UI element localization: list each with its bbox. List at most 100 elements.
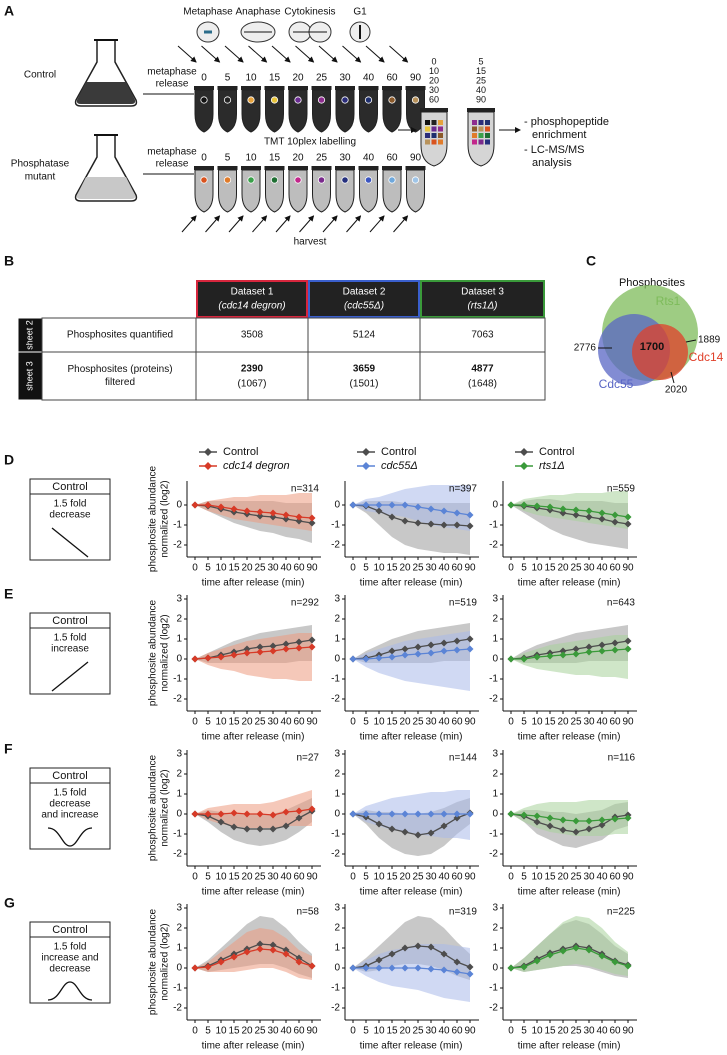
data-point bbox=[282, 946, 290, 954]
tube-cap bbox=[358, 86, 379, 90]
legend-marker bbox=[204, 448, 212, 456]
y-tick-label: 2 bbox=[176, 769, 182, 780]
data-point bbox=[507, 501, 515, 509]
tube-cap bbox=[358, 166, 379, 170]
data-point bbox=[256, 825, 264, 833]
column-title: Dataset 3 bbox=[461, 287, 504, 298]
y-tick-label: 0 bbox=[492, 500, 498, 511]
n-label: n=116 bbox=[608, 753, 636, 764]
x-tick-label: 60 bbox=[609, 872, 621, 883]
band bbox=[353, 790, 470, 840]
data-point bbox=[230, 953, 238, 961]
legend-label: Control bbox=[381, 446, 416, 458]
x-tick-label: 0 bbox=[192, 1026, 198, 1037]
x-tick-label: 25 bbox=[254, 717, 266, 728]
n-label: n=519 bbox=[449, 598, 478, 609]
data-point bbox=[230, 809, 238, 817]
x-tick-label: 5 bbox=[205, 872, 211, 883]
data-point bbox=[269, 513, 277, 521]
legend-marker bbox=[204, 462, 212, 470]
tube-dot bbox=[411, 176, 420, 184]
data-point bbox=[414, 519, 422, 527]
x-tick-label: 0 bbox=[350, 1026, 356, 1037]
pool-square bbox=[438, 126, 443, 132]
y-tick-label: 1 bbox=[334, 789, 340, 800]
x-axis-label: time after release (min) bbox=[202, 732, 305, 743]
x-tick-label: 40 bbox=[280, 563, 292, 574]
tube-dot bbox=[294, 176, 302, 184]
x-tick-label: 15 bbox=[228, 872, 240, 883]
pool-square bbox=[485, 120, 490, 125]
x-tick-label: 0 bbox=[192, 872, 198, 883]
n-label: n=643 bbox=[607, 598, 636, 609]
x-tick-label: 10 bbox=[215, 872, 227, 883]
data-point bbox=[598, 641, 606, 649]
timepoint: 90 bbox=[410, 153, 422, 164]
data-point bbox=[308, 643, 316, 651]
tube bbox=[420, 111, 448, 167]
line bbox=[322, 215, 338, 233]
n-label: n=314 bbox=[291, 484, 320, 495]
data-point bbox=[204, 810, 212, 818]
venn-count: 1700 bbox=[640, 341, 664, 353]
x-tick-label: 0 bbox=[508, 1026, 514, 1037]
line bbox=[228, 215, 244, 233]
data-point bbox=[269, 509, 277, 517]
data-point bbox=[401, 517, 409, 525]
legend-label: cdc55Δ bbox=[381, 460, 418, 472]
data-point bbox=[269, 642, 277, 650]
x-tick-label: 15 bbox=[544, 563, 556, 574]
tube bbox=[359, 89, 378, 133]
row-label: filtered bbox=[105, 377, 135, 388]
x-tick-label: 30 bbox=[267, 563, 279, 574]
data-point bbox=[453, 958, 461, 966]
pool-square bbox=[472, 126, 477, 132]
y-tick-label: 3 bbox=[492, 903, 498, 914]
data-point bbox=[572, 650, 580, 658]
data-point bbox=[572, 645, 580, 653]
data-point bbox=[533, 502, 541, 510]
x-tick-label: 30 bbox=[583, 563, 595, 574]
pool-number: 5 bbox=[478, 56, 483, 66]
x-tick-label: 5 bbox=[205, 563, 211, 574]
x-tick-label: 20 bbox=[241, 717, 253, 728]
series-line bbox=[510, 504, 629, 525]
x-tick-label: 90 bbox=[464, 872, 476, 883]
profile-icon bbox=[47, 827, 93, 847]
data-point bbox=[624, 962, 632, 970]
x-tick-label: 5 bbox=[205, 717, 211, 728]
set-name: Rts1 bbox=[656, 294, 681, 308]
tube-dot bbox=[200, 176, 208, 184]
series-line bbox=[510, 813, 629, 822]
data-point bbox=[453, 637, 461, 645]
data-point bbox=[388, 825, 396, 833]
y-tick-label: -1 bbox=[489, 983, 498, 994]
data-point bbox=[533, 653, 541, 661]
box-text: increase bbox=[51, 644, 89, 655]
x-tick-label: 40 bbox=[438, 1026, 450, 1037]
data-point bbox=[559, 651, 567, 659]
data-point bbox=[440, 521, 448, 529]
data-point bbox=[388, 653, 396, 661]
pool-number: 60 bbox=[429, 94, 439, 104]
pool-square bbox=[485, 126, 490, 132]
data-point bbox=[611, 958, 619, 966]
data-point bbox=[269, 946, 277, 954]
step-label: metaphase bbox=[147, 147, 197, 158]
x-tick-label: 0 bbox=[350, 563, 356, 574]
tube-dot bbox=[317, 176, 326, 184]
box-title: Control bbox=[52, 481, 87, 493]
y-tick-label: -2 bbox=[173, 1003, 182, 1014]
data-point bbox=[427, 505, 435, 513]
x-tick-label: 5 bbox=[521, 563, 527, 574]
box-title: Control bbox=[52, 615, 87, 627]
tube-cap bbox=[311, 86, 332, 90]
x-tick-label: 5 bbox=[205, 1026, 211, 1037]
tube bbox=[218, 169, 237, 213]
data-point bbox=[282, 640, 290, 648]
line bbox=[177, 45, 197, 63]
line bbox=[670, 371, 675, 384]
data-point bbox=[375, 654, 383, 662]
box-body bbox=[29, 782, 111, 850]
